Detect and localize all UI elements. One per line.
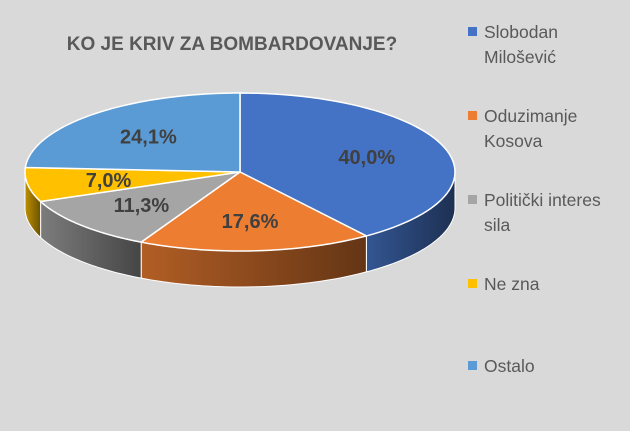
data-label-2: 11,3% — [114, 195, 170, 217]
pie-side-walls — [24, 171, 456, 288]
pie-slice-0 — [239, 92, 456, 237]
data-labels: 40,0% 17,6% 11,3% 7,0% 24,1% — [86, 126, 396, 232]
legend-label: Politički interes sila — [484, 190, 601, 235]
data-label-0: 40,0% — [338, 147, 395, 169]
legend-swatch-icon — [468, 27, 477, 36]
legend-item-ne-zna: Ne zna — [468, 272, 628, 297]
pie-top-faces — [24, 92, 456, 252]
legend-swatch-icon — [468, 111, 477, 120]
legend-label: Ne zna — [484, 274, 540, 294]
data-label-1: 17,6% — [222, 211, 279, 233]
legend-label: Slobodan Milošević — [484, 22, 558, 67]
data-label-4: 24,1% — [120, 126, 177, 148]
legend-item-slobodan-milosevic: Slobodan Milošević — [468, 20, 628, 70]
pie-slice-4 — [24, 92, 241, 173]
legend-swatch-icon — [468, 279, 477, 288]
legend-item-politicki-interes-sila: Politički interes sila — [468, 188, 628, 238]
legend-swatch-icon — [468, 195, 477, 204]
legend-item-ostalo: Ostalo — [468, 354, 628, 379]
legend-swatch-icon — [468, 361, 477, 370]
pie-slice-2 — [39, 171, 241, 243]
legend-item-oduzimanje-kosova: Oduzimanje Kosova — [468, 104, 628, 154]
legend-label: Ostalo — [484, 356, 535, 376]
chart-title: KO JE KRIV ZA BOMBARDOVANJE? — [66, 34, 398, 55]
pie-slice-1 — [140, 171, 368, 252]
data-label-3: 7,0% — [86, 170, 132, 192]
pie-slice-3 — [24, 166, 241, 203]
legend-label: Oduzimanje Kosova — [484, 106, 578, 151]
